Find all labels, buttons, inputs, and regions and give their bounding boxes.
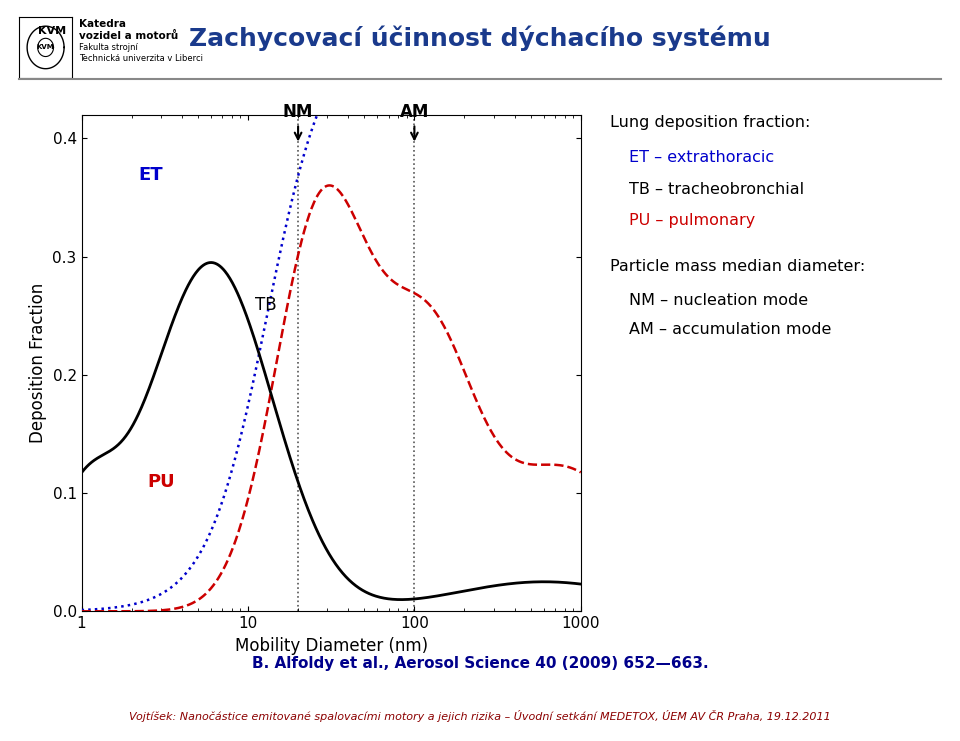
Text: PU – pulmonary: PU – pulmonary <box>629 213 756 227</box>
Text: PU: PU <box>148 473 176 491</box>
Y-axis label: Deposition Fraction: Deposition Fraction <box>29 283 47 443</box>
Text: AM – accumulation mode: AM – accumulation mode <box>629 322 831 337</box>
Text: NM – nucleation mode: NM – nucleation mode <box>629 293 808 308</box>
Text: KVM: KVM <box>36 44 55 50</box>
Text: NM: NM <box>283 103 313 139</box>
Text: Vojtíšek: Nanočástice emitované spalovacími motory a jejich rizika – Úvodní setk: Vojtíšek: Nanočástice emitované spalovac… <box>130 711 830 722</box>
Text: Particle mass median diameter:: Particle mass median diameter: <box>610 259 865 274</box>
Text: ET – extrathoracic: ET – extrathoracic <box>629 150 774 165</box>
Text: KVM: KVM <box>38 26 66 36</box>
Text: ET: ET <box>138 166 163 184</box>
Text: AM: AM <box>399 103 429 139</box>
Text: Zachycovací účinnost dýchacího systému: Zachycovací účinnost dýchacího systému <box>189 26 771 51</box>
Text: Katedra
vozidel a motorů: Katedra vozidel a motorů <box>79 19 178 41</box>
Text: TB – tracheobronchial: TB – tracheobronchial <box>629 182 804 196</box>
Text: TB: TB <box>255 296 276 314</box>
Text: Fakulta strojní
Technická univerzita v Liberci: Fakulta strojní Technická univerzita v L… <box>79 43 203 63</box>
Text: Lung deposition fraction:: Lung deposition fraction: <box>610 115 810 130</box>
X-axis label: Mobility Diameter (nm): Mobility Diameter (nm) <box>234 637 428 655</box>
Text: B. Alfoldy et al., Aerosol Science 40 (2009) 652—663.: B. Alfoldy et al., Aerosol Science 40 (2… <box>252 656 708 671</box>
